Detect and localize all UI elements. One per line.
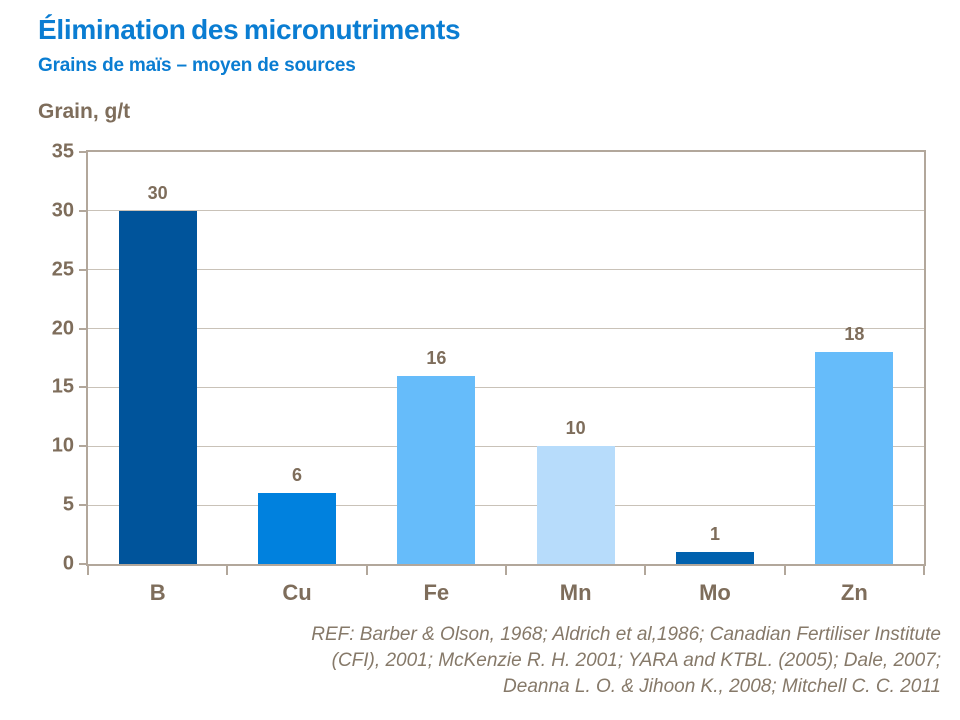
x-category-label-Zn: Zn: [840, 580, 868, 605]
y-axis-tick: [79, 445, 88, 448]
x-axis-tick: [923, 566, 925, 575]
bar-B: [118, 210, 197, 564]
x-axis-tick: [783, 566, 786, 575]
bar-value-label: 6: [291, 465, 302, 486]
bar-value-label: 30: [147, 182, 168, 203]
y-axis-tick: [79, 151, 88, 153]
chart-title: Élimination des micronutriments: [38, 14, 461, 45]
y-axis-tick-label: 35: [51, 140, 74, 163]
y-axis-tick: [79, 563, 88, 565]
x-axis-tick: [505, 566, 507, 575]
bar-Fe: [397, 375, 476, 564]
x-axis-tick: [226, 566, 229, 575]
y-axis-tick-label: 30: [51, 199, 74, 222]
y-axis-tick: [79, 327, 88, 330]
x-axis-tick: [644, 566, 647, 575]
x-axis-tick: [87, 566, 89, 575]
gridline: [88, 269, 924, 271]
bar-Cu: [258, 493, 336, 564]
reference-line: Deanna L. O. & Jihoon K., 2008; Mitchell…: [503, 676, 941, 697]
x-category-label-B: B: [149, 580, 166, 605]
reference-line: (CFI), 2001; McKenzie R. H. 2001; YARA a…: [331, 650, 941, 671]
bar-Zn: [815, 352, 894, 564]
x-category-label-Cu: Cu: [282, 580, 312, 605]
plot-area: [86, 150, 926, 566]
y-axis-tick-label: 0: [62, 552, 74, 575]
y-axis-tick-label: 5: [62, 493, 74, 516]
reference-text: REF: Barber & Olson, 1968; Aldrich et al…: [201, 622, 941, 700]
gridline: [88, 504, 924, 506]
bar-Mn: [536, 446, 615, 564]
y-axis-tick-label: 25: [51, 258, 74, 281]
gridline: [88, 210, 924, 212]
y-axis-title: Grain, g/t: [38, 100, 131, 123]
y-axis-tick: [79, 209, 88, 212]
x-category-label-Mo: Mo: [699, 580, 731, 605]
bar-value-label: 18: [844, 324, 865, 345]
y-axis-tick-label: 10: [51, 434, 74, 457]
x-category-label-Fe: Fe: [423, 580, 450, 605]
y-axis-tick: [79, 386, 88, 389]
y-axis-tick: [79, 504, 88, 507]
y-axis-tick: [79, 268, 88, 271]
reference-line: REF: Barber & Olson, 1968; Aldrich et al…: [311, 624, 941, 645]
x-category-label-Mn: Mn: [559, 580, 592, 605]
gridline: [88, 386, 924, 388]
y-axis-tick-label: 15: [51, 375, 74, 398]
gridline: [88, 328, 924, 330]
chart-subtitle: Grains de maïs – moyen de sources: [38, 55, 356, 76]
bar-value-label: 1: [709, 524, 720, 545]
gridline: [88, 445, 924, 447]
bar-Mo: [676, 552, 754, 564]
bar-value-label: 10: [565, 418, 586, 439]
x-axis-tick: [365, 566, 368, 575]
bar-value-label: 16: [426, 347, 447, 368]
y-axis-tick-label: 20: [51, 317, 74, 340]
